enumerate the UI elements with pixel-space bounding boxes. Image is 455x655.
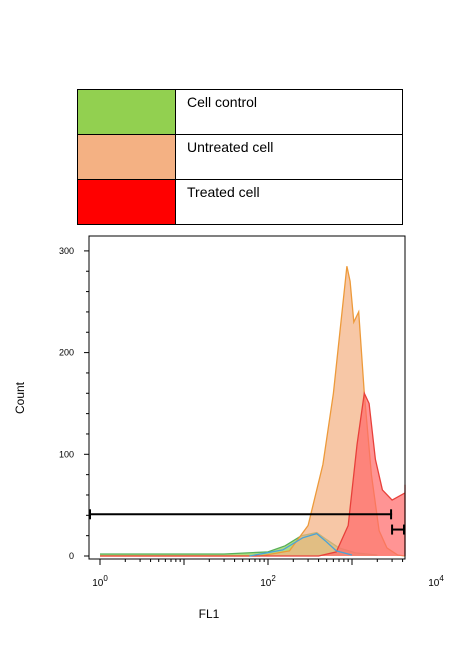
legend-swatch-treated-cell — [77, 179, 176, 225]
x-axis-label: FL1 — [199, 607, 220, 621]
legend-label-cell-control: Cell control — [175, 89, 403, 135]
y-tick-label-200: 200 — [59, 348, 74, 358]
legend-label-treated-cell: Treated cell — [175, 179, 403, 225]
legend-row-treated-cell: Treated cell — [77, 179, 403, 225]
y-axis: 0 100 200 300 — [59, 246, 89, 561]
legend-row-cell-control: Cell control — [77, 89, 403, 135]
series-layer — [100, 266, 406, 557]
y-tick-label-300: 300 — [59, 246, 74, 256]
x-tick-label-10-2: 102 — [260, 574, 276, 589]
x-axis: 100102104106 — [92, 559, 444, 589]
series-area-treated-cell — [100, 393, 405, 556]
legend-table: Cell control Untreated cell Treated cell — [77, 89, 403, 225]
legend-swatch-cell-control — [77, 89, 176, 135]
y-tick-label-100: 100 — [59, 449, 74, 459]
plot-frame — [88, 235, 406, 560]
series-line-cell-control-outline — [249, 532, 353, 557]
gate-layer — [89, 509, 405, 535]
legend-swatch-untreated-cell — [77, 134, 176, 180]
legend-row-untreated-cell: Untreated cell — [77, 134, 403, 180]
y-tick-label-0: 0 — [69, 551, 74, 561]
series-area-untreated-cell — [100, 266, 405, 556]
y-axis-label: Count — [13, 381, 27, 414]
x-tick-label-10-0: 100 — [92, 574, 108, 589]
x-tick-label-10-4: 104 — [428, 574, 444, 589]
